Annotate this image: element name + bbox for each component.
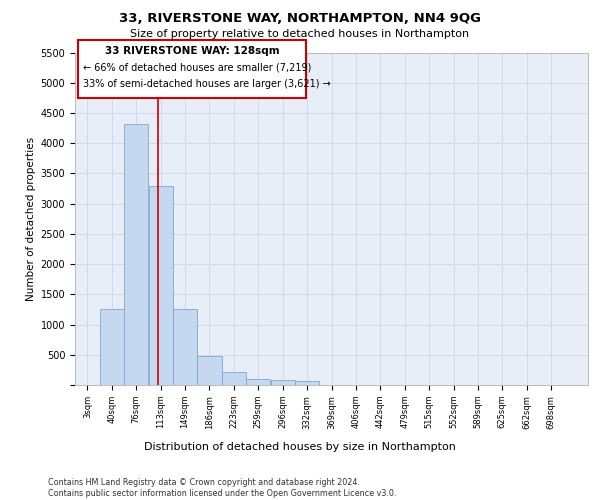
Bar [197, 356, 221, 385]
Bar [271, 380, 295, 385]
Bar [100, 309, 124, 385]
Bar [246, 379, 270, 385]
Bar [173, 309, 197, 385]
Text: 33% of semi-detached houses are larger (3,621) →: 33% of semi-detached houses are larger (… [83, 79, 331, 89]
Bar [149, 186, 173, 385]
Text: ← 66% of detached houses are smaller (7,219): ← 66% of detached houses are smaller (7,… [83, 62, 311, 72]
Bar [295, 382, 319, 385]
Text: Contains HM Land Registry data © Crown copyright and database right 2024.
Contai: Contains HM Land Registry data © Crown c… [48, 478, 397, 498]
Text: 33 RIVERSTONE WAY: 128sqm: 33 RIVERSTONE WAY: 128sqm [104, 46, 280, 56]
Text: Distribution of detached houses by size in Northampton: Distribution of detached houses by size … [144, 442, 456, 452]
Text: Size of property relative to detached houses in Northampton: Size of property relative to detached ho… [130, 29, 470, 39]
Text: 33, RIVERSTONE WAY, NORTHAMPTON, NN4 9QG: 33, RIVERSTONE WAY, NORTHAMPTON, NN4 9QG [119, 12, 481, 26]
Bar [124, 124, 148, 385]
Y-axis label: Number of detached properties: Number of detached properties [26, 136, 37, 301]
Bar [222, 372, 246, 385]
